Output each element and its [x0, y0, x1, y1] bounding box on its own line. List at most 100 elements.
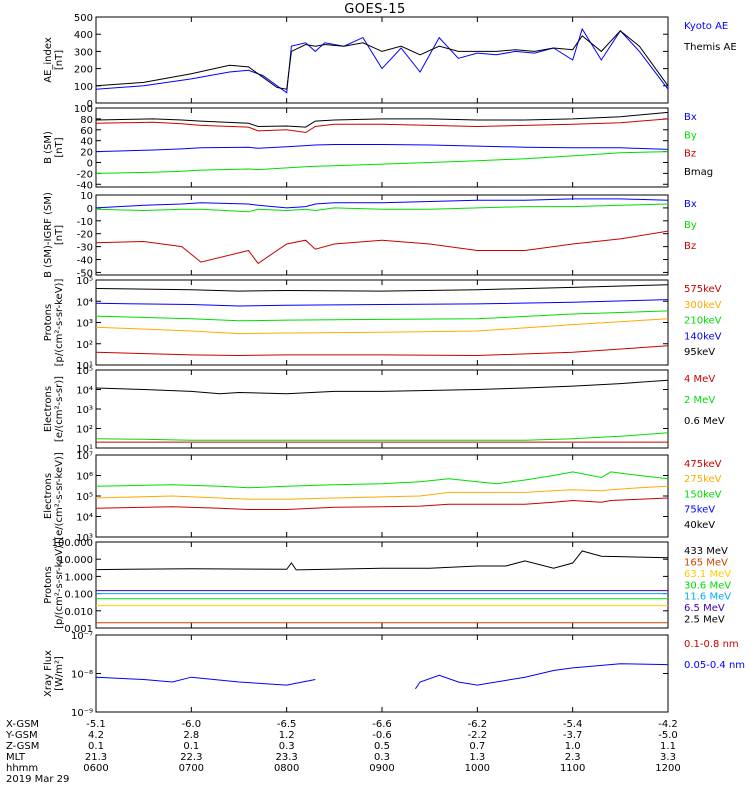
y-tick-label: 10⁻⁷: [71, 631, 93, 642]
y-tick-label: 40: [80, 137, 93, 148]
y-tick-label: 500: [74, 13, 93, 24]
legend-entry: 75keV: [684, 505, 715, 516]
y-tick-label: -30: [77, 243, 93, 254]
legend-entry: 63.1 MeV: [684, 569, 731, 580]
legend-entry: 433 MeV: [684, 546, 728, 557]
panel-2: -40-20020406080100B (SM)[nT]BxByBzBmag: [43, 104, 713, 191]
panel-frame: [96, 370, 668, 448]
legend-entry: By: [684, 220, 697, 231]
y-axis-label: [p/(cm²-s-sr-keV)]: [54, 541, 65, 629]
y-tick-label: -10: [77, 217, 93, 228]
y-tick-label: 10⁶: [76, 472, 93, 483]
y-tick-label: 0: [87, 204, 93, 215]
series-line: [96, 29, 668, 93]
legend-entry: 30.6 MeV: [684, 580, 731, 591]
y-tick-label: 0.100: [64, 590, 93, 601]
ephemeris-value: 1.2: [279, 730, 295, 741]
series-line: [96, 319, 668, 334]
ephemeris-value: 1.3: [469, 752, 485, 763]
panel-3: -50-40-30-20-10010B (SM)-IGRF (SM)[nT]Bx…: [43, 191, 697, 279]
y-tick-label: 80: [80, 115, 93, 126]
y-tick-label: -40: [77, 180, 93, 191]
ephemeris-value: 0700: [179, 763, 204, 774]
legend-entry: 475keV: [684, 459, 722, 470]
ephemeris-value: 1.0: [565, 741, 581, 752]
y-tick-label: 10: [80, 191, 93, 202]
ephemeris-row-label: Z-GSM: [6, 741, 39, 752]
ephemeris-value: 0.3: [374, 752, 390, 763]
ephemeris-value: -6.2: [468, 719, 488, 730]
legend-entry: Themis AE: [683, 42, 737, 53]
y-axis-label: [nT]: [54, 50, 65, 70]
y-tick-label: 60: [80, 126, 93, 137]
ephemeris-value: 21.3: [85, 752, 107, 763]
legend-entry: 140keV: [684, 331, 722, 342]
panel-5: 10¹10²10³10⁴10⁵Electrons[e/(cm²-s-sr)]4 …: [43, 366, 725, 455]
series-line: [96, 551, 668, 570]
ephemeris-row-label: X-GSM: [6, 719, 39, 730]
panel-frame: [96, 195, 668, 275]
panel-frame: [96, 635, 668, 712]
ephemeris-value: 1100: [560, 763, 585, 774]
y-tick-label: -40: [77, 256, 93, 267]
y-tick-label: 10⁵: [76, 492, 93, 503]
y-tick-label: 0: [87, 158, 93, 169]
series-line: [96, 152, 668, 174]
legend-entry: 0.6 MeV: [684, 416, 725, 427]
y-axis-label: B (SM)-IGRF (SM): [43, 192, 54, 278]
legend-entry: 95keV: [684, 347, 715, 358]
legend-entry: 165 MeV: [684, 557, 728, 568]
panel-frame: [96, 542, 668, 628]
legend-entry: Kyoto AE: [684, 21, 728, 32]
series-line: [96, 486, 668, 499]
y-tick-label: 10³: [76, 319, 93, 330]
panel-frame: [96, 280, 668, 365]
ephemeris-value: 0.5: [374, 741, 390, 752]
y-axis-label: [e/(cm²-s-sr-keV)]: [54, 452, 65, 540]
legend-entry: 300keV: [684, 300, 722, 311]
ephemeris-value: 0900: [369, 763, 394, 774]
y-tick-label: 300: [74, 47, 93, 58]
series-line: [96, 380, 668, 394]
legend-entry: 0.1-0.8 nm: [684, 639, 739, 650]
y-axis-label: B (SM): [43, 131, 54, 164]
ephemeris-row-label: Y-GSM: [5, 730, 38, 741]
ephemeris-value: -2.2: [468, 730, 488, 741]
legend-entry: 6.5 MeV: [684, 603, 725, 614]
y-tick-label: 10²: [76, 425, 93, 436]
ephemeris-value: -5.1: [86, 719, 106, 730]
series-line: [96, 231, 668, 263]
ephemeris-value: -6.6: [372, 719, 392, 730]
ephemeris-value: 2.3: [565, 752, 581, 763]
ephemeris-value: -0.6: [372, 730, 392, 741]
date-label: 2019 Mar 29: [6, 774, 69, 785]
series-line: [96, 311, 668, 321]
y-axis-label: Electrons: [43, 473, 54, 519]
y-axis-label: [p/(cm²-s-sr-keV)]: [54, 279, 65, 367]
ephemeris-value: -6.0: [182, 719, 202, 730]
y-tick-label: 20: [80, 148, 93, 159]
legend-entry: 11.6 MeV: [684, 592, 731, 603]
y-tick-label: 10²: [76, 340, 93, 351]
ephemeris-value: 23.3: [276, 752, 298, 763]
ephemeris-value: 1.1: [660, 741, 676, 752]
y-axis-label: Electrons: [43, 386, 54, 432]
series-line: [96, 300, 668, 306]
y-tick-label: -20: [77, 230, 93, 241]
y-tick-label: 10⁴: [76, 513, 93, 524]
ephemeris-value: 0.1: [183, 741, 199, 752]
legend-entry: 575keV: [684, 284, 722, 295]
panel-4: 10¹10²10³10⁴10⁵Protons[p/(cm²-s-sr-keV)]…: [43, 276, 722, 372]
series-line: [96, 145, 668, 152]
series-line: [96, 664, 668, 689]
ephemeris-value: 0800: [274, 763, 299, 774]
y-tick-label: 1.000: [64, 572, 93, 583]
legend-entry: 210keV: [684, 316, 722, 327]
y-tick-label: 400: [74, 30, 93, 41]
panel-8: 10⁻⁹10⁻⁸10⁻⁷Xray Flux[W/m²]0.1-0.8 nm0.0…: [43, 631, 745, 719]
ephemeris-value: 2.8: [183, 730, 199, 741]
series-line: [96, 119, 668, 133]
legend-entry: Bz: [684, 149, 696, 160]
series-line: [96, 204, 668, 212]
